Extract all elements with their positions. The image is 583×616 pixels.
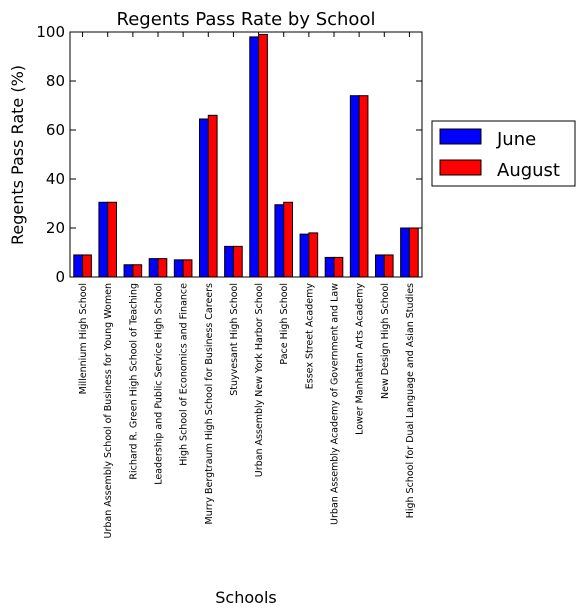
x-axis-tick-labels: Millennium High School Urban Assembly Sch…	[78, 32, 416, 539]
legend-swatch-august	[439, 159, 482, 176]
bar-june-8	[274, 204, 285, 278]
bar-august-4	[182, 259, 193, 278]
bar-june-13	[400, 227, 410, 278]
y-tick-label-3: 60	[46, 121, 65, 139]
y-tick-label-0: 0	[55, 268, 65, 286]
x-tick-label-9: Essex Street Academy	[304, 283, 315, 390]
x-tick-label-8: Pace High School	[279, 283, 290, 365]
bar-june-4	[173, 259, 184, 278]
bars	[73, 33, 419, 278]
bar-june-9	[299, 233, 310, 278]
legend-swatch-june	[439, 128, 482, 145]
bar-august-9	[308, 232, 319, 278]
bar-august-5	[207, 114, 218, 278]
bar-august-12	[383, 254, 394, 278]
bar-august-3	[157, 258, 168, 278]
legend-label-august: August	[497, 160, 560, 181]
bar-august-7	[258, 33, 268, 278]
plot-frame	[69, 31, 423, 278]
x-tick-label-6: Stuyvesant High School	[229, 283, 240, 396]
x-tick-label-4: High School of Economics and Finance	[179, 283, 190, 466]
bar-june-11	[349, 95, 360, 278]
x-tick-label-0: Millennium High School	[78, 283, 89, 394]
x-tick-label-12: New Design High School	[380, 283, 391, 399]
x-axis-label: Schools	[215, 588, 276, 607]
bar-june-12	[374, 254, 385, 278]
bar-august-2	[132, 264, 143, 278]
bar-august-6	[232, 245, 243, 278]
bar-june-0	[73, 254, 84, 278]
bar-june-3	[148, 258, 159, 278]
bar-june-5	[198, 118, 209, 278]
bar-june-6	[224, 245, 234, 278]
legend: June August	[431, 120, 576, 187]
bar-june-10	[324, 256, 335, 278]
bar-august-13	[408, 227, 419, 278]
bar-august-0	[82, 254, 92, 278]
x-tick-label-2: Richard R. Green High School of Teaching	[128, 283, 139, 480]
bar-june-7	[249, 36, 260, 278]
bar-august-1	[107, 201, 118, 278]
bar-august-8	[283, 201, 294, 278]
x-tick-label-7: Urban Assembly New York Harbor School	[254, 283, 265, 477]
y-axis-ticks: 0 20 40 60 80 100	[36, 23, 422, 286]
bar-august-10	[333, 256, 344, 278]
bar-august-11	[358, 95, 369, 278]
y-tick-label-2: 40	[46, 170, 65, 188]
y-tick-label-1: 20	[46, 219, 65, 237]
x-tick-label-1: Urban Assembly School of Business for Yo…	[103, 283, 114, 539]
y-tick-label-4: 80	[46, 72, 65, 90]
x-tick-label-10: Urban Assembly Academy of Government and…	[330, 283, 341, 525]
y-tick-label-5: 100	[36, 23, 65, 41]
y-axis-label: Regents Pass Rate (%)	[8, 65, 27, 245]
x-tick-label-5: Murry Bergtraum High School for Business…	[204, 283, 215, 525]
x-tick-label-13: High School for Dual Language and Asian …	[405, 283, 416, 518]
bar-june-1	[98, 201, 109, 278]
chart-title: Regents Pass Rate by School	[117, 9, 376, 30]
bar-june-2	[123, 264, 134, 278]
legend-label-june: June	[496, 129, 536, 150]
x-tick-label-11: Lower Manhattan Arts Academy	[355, 283, 366, 435]
x-tick-label-3: Leadership and Public Service High Schoo…	[154, 283, 165, 485]
